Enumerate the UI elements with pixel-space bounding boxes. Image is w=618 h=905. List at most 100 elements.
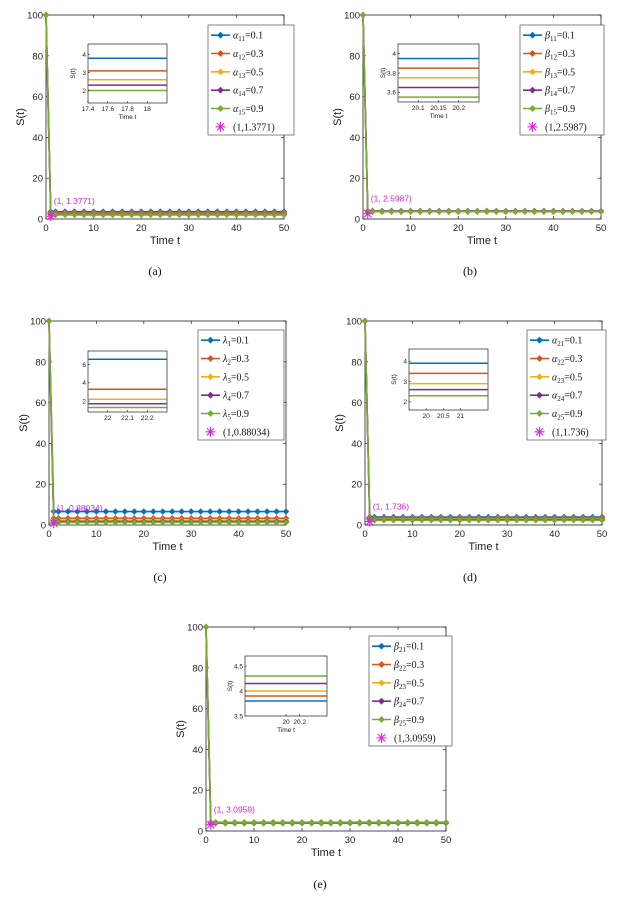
series-point (263, 508, 271, 515)
y-tick-label: 80 (351, 357, 362, 368)
x-tick-label: 30 (186, 529, 197, 540)
y-tick-label: 0 (41, 521, 46, 532)
chart-panel-1: 0 10 20 30 40 50 0 20 40 60 80 100 Time t S(t) (1, 1.3… (15, 11, 295, 278)
inset-y-label: S(t) (380, 68, 387, 78)
series-point (279, 819, 287, 826)
series-point (221, 819, 229, 826)
y-tick-label: 100 (344, 11, 360, 22)
x-tick-label: 30 (502, 529, 513, 540)
series-point (289, 819, 296, 826)
series-5 (359, 11, 605, 215)
series-point (206, 519, 214, 526)
series-point (541, 517, 549, 524)
series-point (99, 211, 107, 219)
x-tick-label: 50 (596, 223, 607, 234)
series-point (346, 819, 354, 826)
series-point (231, 819, 239, 826)
series-point (93, 508, 100, 515)
legend-entry: α21=0.1 (552, 336, 582, 349)
y-tick-label: 0 (198, 827, 203, 838)
legend-entry: λ1=0.1 (222, 336, 249, 349)
inset-y-tick-label: 3.8 (387, 70, 396, 77)
legend-swatch-marker (378, 661, 385, 668)
y-tick-label: 100 (346, 317, 362, 328)
series-point (216, 519, 223, 526)
series-point (206, 508, 214, 515)
series-point (131, 519, 138, 526)
series-point (550, 208, 557, 215)
chart-panel-5: 0 10 20 30 40 50 0 20 40 60 80 100 Time t S(t) (1, 3.0… (175, 623, 453, 891)
series-point (242, 211, 250, 219)
legend: α11=0.1 α12=0.3 α13=0.5 α14=0.7 α15=0.9 (1,1.… (207, 24, 295, 136)
inset-y-tick-label: 3.6 (387, 90, 396, 97)
x-tick-label: 30 (184, 223, 195, 234)
series-point (404, 819, 411, 826)
series-point (435, 208, 443, 215)
y-axis-label: S(t) (15, 108, 27, 126)
series-point (337, 819, 344, 826)
inset-area (87, 43, 168, 104)
series-point (118, 211, 126, 219)
series-point (385, 819, 392, 826)
highlight-point-marker (362, 208, 373, 219)
series-point (359, 11, 367, 19)
legend-entry: β24=0.7 (393, 697, 424, 710)
series-point (569, 208, 576, 215)
series-point (159, 519, 166, 526)
inset-y-tick-label: 4 (392, 51, 396, 58)
inset-plot: 20 20.5 21 2 3 4 S(t) (391, 348, 489, 420)
legend-point-label: (1,1.3771) (233, 122, 275, 133)
series-5 (361, 317, 606, 524)
inset-y-tick-label: 4.5 (234, 663, 243, 670)
legend-point-marker (215, 121, 226, 132)
series-point (128, 211, 135, 219)
series-point (254, 519, 261, 526)
series-point (204, 211, 212, 219)
series-point (159, 508, 166, 515)
series-point (83, 508, 91, 515)
legend-swatch-marker (207, 373, 214, 381)
series-point (166, 211, 173, 219)
series-point (137, 211, 145, 219)
y-tick-label: 0 (355, 215, 360, 226)
series-point (327, 819, 335, 826)
inset-x-label: Time t (430, 113, 448, 120)
series-point (456, 517, 464, 524)
inset-x-tick-label: 20.2 (293, 719, 306, 726)
panel-caption: (e) (313, 877, 326, 891)
series-point (271, 211, 278, 219)
series-point (263, 519, 271, 526)
series-point (380, 517, 388, 524)
x-axis-label: Time t (467, 235, 497, 247)
series-point (187, 519, 195, 526)
series-point (261, 211, 269, 219)
y-axis-label: S(t) (332, 108, 344, 126)
x-tick-label: 40 (393, 835, 404, 846)
inset-x-tick-label: 22.1 (121, 415, 134, 422)
series-point (502, 208, 510, 215)
legend-swatch-marker (217, 31, 224, 39)
legend-swatch-marker (529, 86, 536, 94)
legend-entry: λ5=0.9 (222, 409, 249, 422)
x-tick-label: 20 (297, 835, 308, 846)
point-annotation: (1, 3.0959) (214, 805, 255, 815)
inset-x-tick-label: 20 (282, 719, 290, 726)
series-point (121, 519, 129, 526)
series-point (187, 508, 195, 515)
series-point (579, 517, 587, 524)
highlight-point-marker (364, 516, 375, 527)
legend-swatch-marker (529, 50, 536, 57)
x-axis-label: Time t (468, 541, 498, 553)
legend-swatch-marker (536, 391, 543, 399)
legend-swatch-marker (378, 642, 385, 650)
legend-swatch-marker (207, 336, 214, 344)
series-point (423, 819, 431, 826)
series-point (394, 819, 402, 826)
y-tick-label: 60 (32, 92, 43, 103)
inset-x-tick-label: 20.2 (452, 105, 465, 112)
series-point (235, 508, 242, 515)
inset-area (87, 350, 168, 413)
x-axis-label: Time t (150, 235, 180, 247)
y-tick-label: 60 (192, 704, 203, 715)
x-axis-label: Time t (311, 847, 341, 859)
